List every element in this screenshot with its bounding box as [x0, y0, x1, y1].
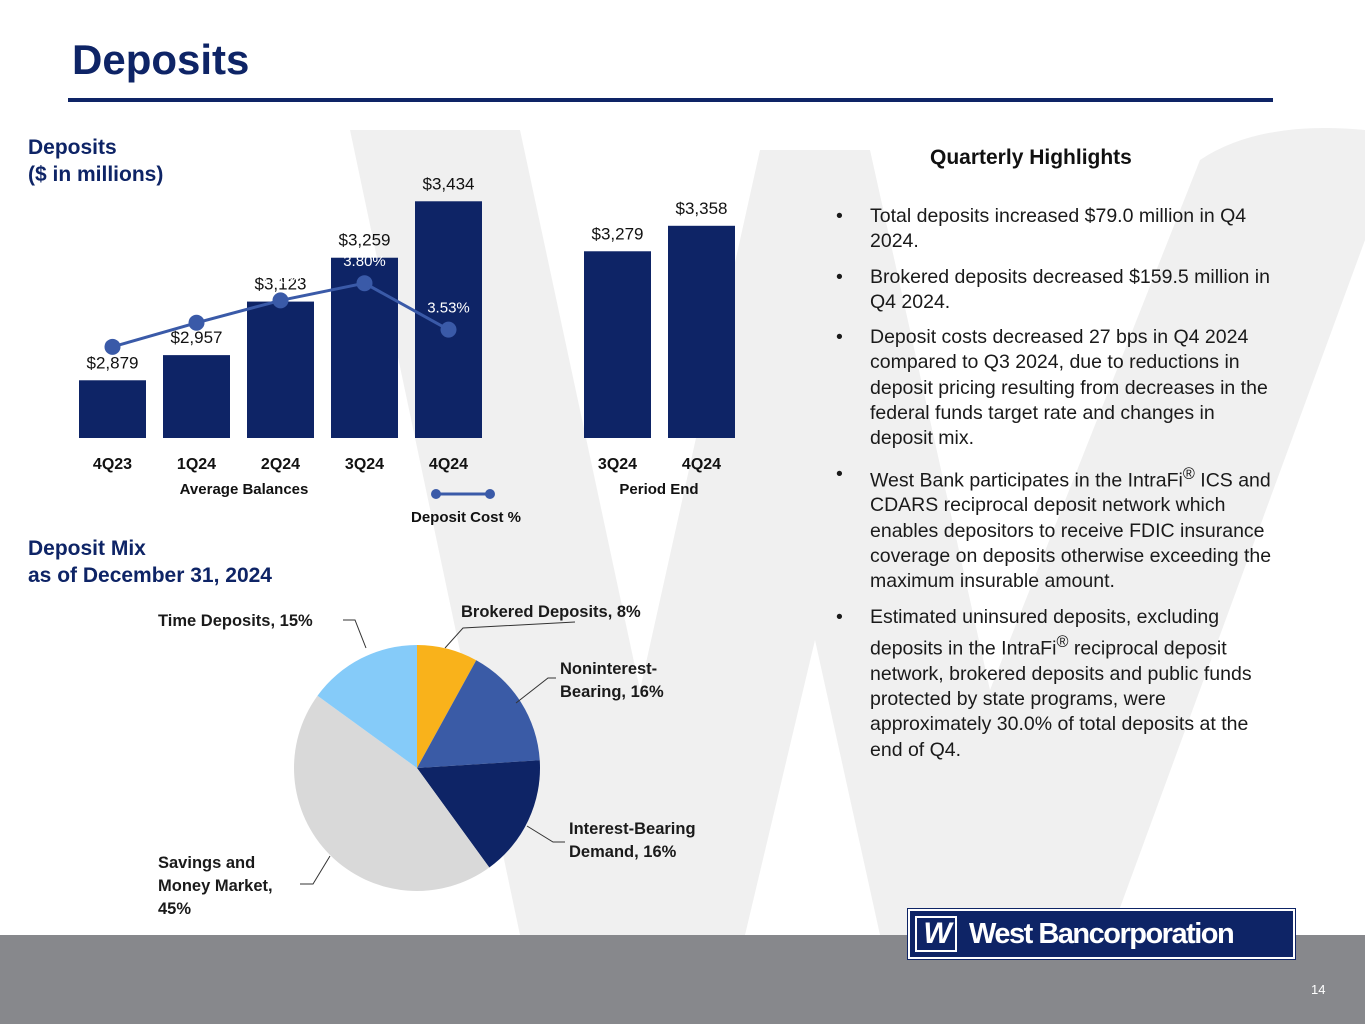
bar-chart-title: Deposits ($ in millions) [28, 134, 163, 188]
deposit-cost-point [272, 292, 289, 309]
title-rule [68, 98, 1273, 102]
pie-leader-line [444, 621, 576, 649]
x-tick-label: 4Q23 [93, 456, 132, 473]
bar-chart-title-line-2: ($ in millions) [28, 163, 164, 186]
deposit-cost-point [440, 321, 457, 338]
group-label-average: Average Balances [180, 481, 309, 498]
bar [584, 251, 651, 438]
highlight-item: Estimated uninsured deposits, excluding … [836, 605, 1276, 763]
pie-slice [417, 645, 477, 768]
x-tick-label: 2Q24 [261, 456, 300, 473]
bar-chart-title-line-1: Deposits [28, 136, 117, 159]
x-tick-label: 4Q24 [429, 456, 468, 473]
bar-value-label: $3,259 [339, 231, 391, 250]
highlight-text: Brokered deposits decreased $159.5 milli… [870, 265, 1270, 313]
x-tick-label: 3Q24 [345, 456, 384, 473]
pie-slice [417, 760, 540, 868]
x-tick-label: 1Q24 [177, 456, 216, 473]
pie-slice-label: Noninterest- [560, 660, 657, 678]
pie-slice [417, 660, 540, 768]
pie-slice-label: Money Market, [158, 877, 273, 895]
highlight-text: Deposit costs decreased 27 bps in Q4 202… [870, 326, 1268, 450]
group-label-period-end: Period End [619, 481, 698, 498]
highlight-item: Total deposits increased $79.0 million i… [836, 204, 1276, 255]
legend-marker [485, 489, 495, 499]
deposit-cost-point [188, 314, 205, 331]
deposit-cost-point [356, 275, 373, 292]
bar-value-label: $2,957 [171, 328, 223, 347]
pie-slice-label: Bearing, 16% [560, 683, 664, 701]
pie-chart-title-line-1: Deposit Mix [28, 537, 146, 560]
logo-text: West Bancorporation [969, 917, 1235, 950]
pie-slice-label: Savings and [158, 854, 255, 872]
highlight-text-post: ICS and CDARS reciprocal deposit network… [870, 469, 1272, 593]
deposit-cost-label: 3.53% [427, 300, 470, 317]
pie-slice-label: Demand, 16% [569, 843, 677, 861]
highlight-text-pre: Estimated uninsured deposits, excluding … [870, 605, 1220, 660]
highlight-text-pre: West Bank participates in the IntraFi [870, 469, 1183, 492]
bar-value-label: $2,879 [87, 353, 139, 372]
highlight-item: West Bank participates in the IntraFi® I… [836, 462, 1276, 595]
registered-mark: ® [1182, 464, 1195, 483]
bar-value-label: $3,123 [255, 275, 307, 294]
bar [247, 301, 314, 438]
pie-leader-line [526, 825, 565, 843]
bar [163, 355, 230, 438]
pie-slice [293, 695, 490, 891]
pie-slice-label: Interest-Bearing [569, 820, 696, 838]
deposit-cost-label: 3.43% [91, 317, 134, 334]
highlight-item: Deposit costs decreased 27 bps in Q4 202… [836, 325, 1276, 451]
charts-canvas: $2,879 4Q23 $2,957 1Q24 $3,123 2Q24 $3,259 3Q24… [79, 174, 735, 918]
highlight-text: Total deposits increased $79.0 million i… [870, 205, 1247, 253]
pie-leader-line [300, 855, 331, 885]
pie-chart-title: Deposit Mix as of December 31, 2024 [28, 535, 272, 589]
deposit-cost-label: 3.70% [259, 270, 302, 287]
bar-value-label: $3,434 [423, 174, 475, 193]
page-number: 14 [1311, 982, 1326, 997]
pie-slice-label: Time Deposits, 15% [158, 612, 313, 630]
bar-value-label: $3,358 [676, 199, 728, 218]
bar [668, 225, 735, 438]
registered-mark: ® [1056, 632, 1069, 651]
legend-marker [431, 489, 441, 499]
company-logo: W West Bancorporation [907, 908, 1296, 960]
pie-slice-label: 45% [158, 900, 191, 918]
bar [415, 201, 482, 438]
deposit-cost-label: 3.80% [343, 253, 386, 270]
highlights-list: Total deposits increased $79.0 million i… [836, 204, 1276, 773]
highlights-title: Quarterly Highlights [930, 146, 1132, 169]
x-tick-label: 3Q24 [598, 456, 637, 473]
logo-mark-icon: W [915, 916, 957, 952]
pie-slice [317, 645, 417, 768]
pie-leader-line [515, 677, 556, 704]
legend-label: Deposit Cost % [411, 509, 521, 526]
bar-value-label: $3,279 [592, 224, 644, 243]
page-title: Deposits [72, 36, 250, 83]
highlight-item: Brokered deposits decreased $159.5 milli… [836, 265, 1276, 316]
pie-chart-title-line-2: as of December 31, 2024 [28, 564, 272, 587]
highlight-text-post: reciprocal deposit network, brokered dep… [870, 637, 1252, 761]
deposit-cost-point [104, 338, 121, 355]
pie-slice-label: Brokered Deposits, 8% [461, 603, 641, 621]
bar [79, 380, 146, 438]
deposit-cost-label: 3.57% [175, 293, 218, 310]
x-tick-label: 4Q24 [682, 456, 721, 473]
pie-leader-line [343, 619, 367, 649]
